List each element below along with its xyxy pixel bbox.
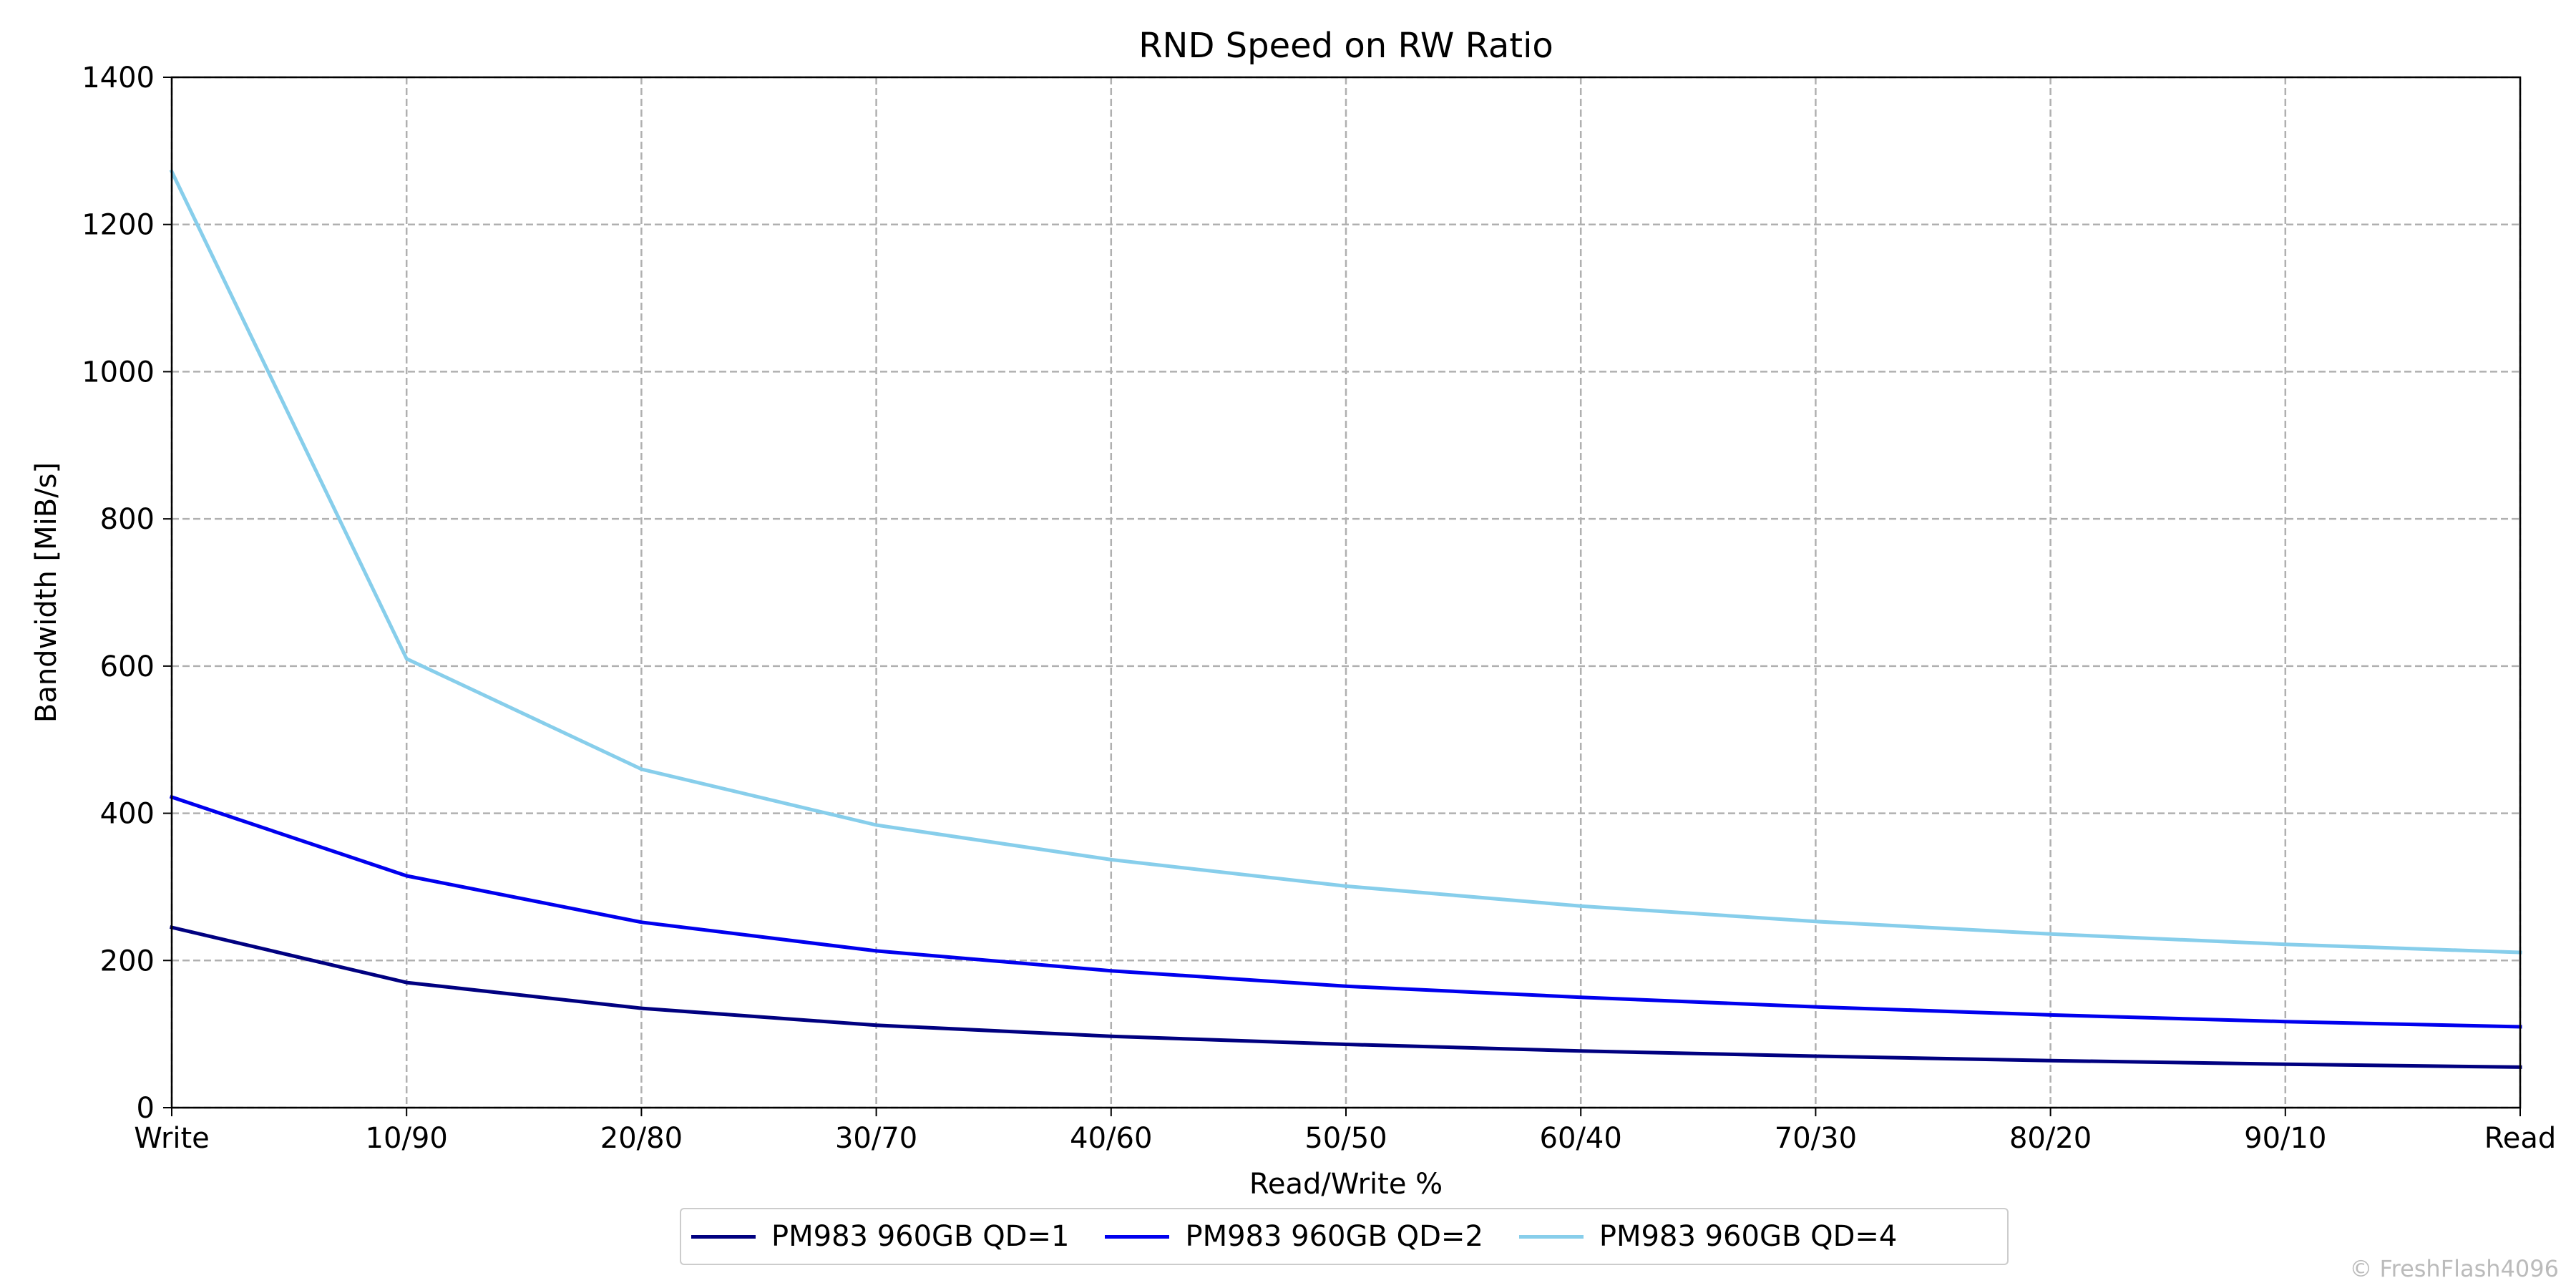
x-tick-label: 80/20 bbox=[2009, 1122, 2092, 1155]
y-axis-label: Bandwidth [MiB/s] bbox=[30, 462, 63, 723]
legend-swatch-qd1 bbox=[691, 1234, 756, 1239]
watermark: © FreshFlash4096 bbox=[2349, 1255, 2559, 1282]
legend-label-qd4: PM983 960GB QD=4 bbox=[1599, 1220, 1898, 1253]
legend-swatch-qd4 bbox=[1518, 1234, 1584, 1239]
y-tick-label: 800 bbox=[100, 503, 155, 536]
x-tick-label: 70/30 bbox=[1775, 1122, 1857, 1155]
y-tick-label: 1400 bbox=[82, 62, 155, 94]
legend-entry-qd1: PM983 960GB QD=1 bbox=[691, 1220, 1069, 1253]
y-tick-label: 600 bbox=[100, 650, 155, 683]
x-tick-label: 60/40 bbox=[1540, 1122, 1622, 1155]
y-tick-label: 400 bbox=[100, 798, 155, 831]
y-tick-label: 1200 bbox=[82, 209, 155, 242]
legend-label-qd2: PM983 960GB QD=2 bbox=[1185, 1220, 1483, 1253]
x-tick-label: 20/80 bbox=[600, 1122, 683, 1155]
series-line-2 bbox=[169, 794, 2522, 1029]
x-axis-label: Read/Write % bbox=[1249, 1168, 1443, 1201]
x-tick-label: 10/90 bbox=[366, 1122, 448, 1155]
grid-layer bbox=[170, 76, 2522, 1109]
legend: PM983 960GB QD=1 PM983 960GB QD=2 PM983 … bbox=[680, 1208, 2009, 1265]
x-tick-label: 40/60 bbox=[1070, 1122, 1152, 1155]
y-tick-label: 0 bbox=[137, 1092, 155, 1125]
legend-entry-qd4: PM983 960GB QD=4 bbox=[1518, 1220, 1898, 1253]
series-line-3 bbox=[169, 169, 2522, 955]
legend-label-qd1: PM983 960GB QD=1 bbox=[771, 1220, 1070, 1253]
chart-title: RND Speed on RW Ratio bbox=[1138, 26, 1553, 66]
tick-layer: Write 10/90 20/80 30/70 40/60 50/50 60/40 70/30… bbox=[82, 62, 2556, 1155]
series-layer bbox=[169, 169, 2522, 1069]
x-tick-label: 90/10 bbox=[2244, 1122, 2326, 1155]
series-line-1 bbox=[169, 924, 2522, 1069]
x-tick-label: 30/70 bbox=[835, 1122, 917, 1155]
legend-entry-qd2: PM983 960GB QD=2 bbox=[1105, 1220, 1483, 1253]
y-tick-label: 1000 bbox=[82, 356, 155, 389]
y-tick-label: 200 bbox=[100, 945, 155, 977]
legend-swatch-qd2 bbox=[1105, 1234, 1170, 1239]
x-tick-label: Read bbox=[2484, 1122, 2557, 1155]
x-tick-label: Write bbox=[134, 1122, 210, 1155]
x-tick-label: 50/50 bbox=[1304, 1122, 1387, 1155]
